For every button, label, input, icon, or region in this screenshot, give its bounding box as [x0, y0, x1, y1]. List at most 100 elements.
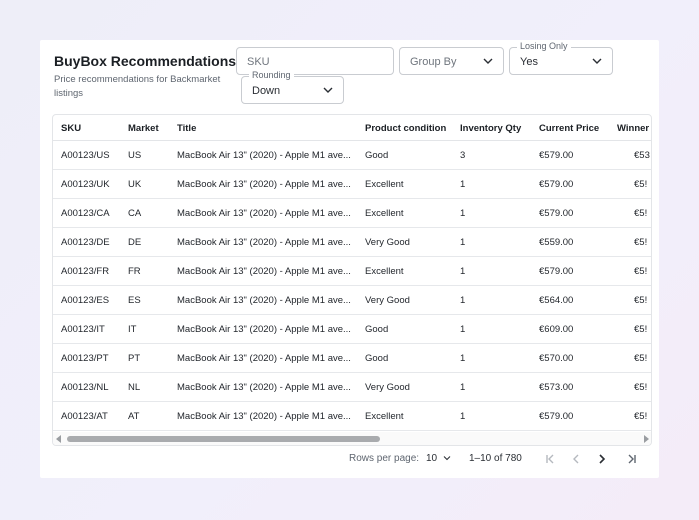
cell-winner-price: €5!: [634, 324, 648, 335]
cell-condition: Very Good: [365, 237, 410, 248]
chevron-down-icon: [483, 58, 493, 64]
table-row[interactable]: A00123/CA CA MacBook Air 13" (2020) - Appl…: [53, 199, 651, 228]
table-row[interactable]: A00123/US US MacBook Air 13" (2020) - Appl…: [53, 141, 651, 170]
rows-per-page-select[interactable]: 10: [426, 453, 451, 464]
cell-current-price: €579.00: [539, 411, 574, 422]
cell-winner-price: €5!: [634, 208, 648, 219]
cell-market: DE: [128, 237, 142, 248]
cell-sku: A00123/CA: [61, 208, 110, 219]
table-row[interactable]: A00123/DE DE MacBook Air 13" (2020) - Appl…: [53, 228, 651, 257]
table-row[interactable]: A00123/ES ES MacBook Air 13" (2020) - Appl…: [53, 286, 651, 315]
first-page-icon[interactable]: [543, 452, 557, 466]
column-header-title[interactable]: Title: [177, 123, 197, 134]
recommendations-table: SKU Market Title Product condition Inven…: [52, 114, 652, 446]
cell-market: FR: [128, 266, 141, 277]
group-by-placeholder: Group By: [410, 56, 457, 68]
column-header-condition[interactable]: Product condition: [365, 123, 447, 134]
table-row[interactable]: A00123/PT PT MacBook Air 13" (2020) - Appl…: [53, 344, 651, 373]
cell-market: ES: [128, 295, 141, 306]
cell-current-price: €609.00: [539, 324, 574, 335]
next-page-icon[interactable]: [595, 452, 609, 466]
cell-winner-price: €5!: [634, 179, 648, 190]
cell-inventory-qty: 1: [460, 179, 466, 190]
cell-title: MacBook Air 13" (2020) - Apple M1 ave...: [177, 208, 351, 219]
table-row[interactable]: A00123/FR FR MacBook Air 13" (2020) - Appl…: [53, 257, 651, 286]
rounding-select[interactable]: Rounding Down: [241, 70, 344, 104]
cell-title: MacBook Air 13" (2020) - Apple M1 ave...: [177, 353, 351, 364]
cell-inventory-qty: 1: [460, 411, 466, 422]
cell-winner-price: €5!: [634, 295, 648, 306]
sku-input-placeholder: SKU: [247, 56, 270, 68]
cell-inventory-qty: 1: [460, 382, 466, 393]
cell-market: IT: [128, 324, 137, 335]
cell-title: MacBook Air 13" (2020) - Apple M1 ave...: [177, 382, 351, 393]
cell-current-price: €579.00: [539, 208, 574, 219]
table-row[interactable]: A00123/UK UK MacBook Air 13" (2020) - Appl…: [53, 170, 651, 199]
scrollbar-thumb[interactable]: [67, 436, 380, 442]
cell-condition: Excellent: [365, 208, 404, 219]
cell-condition: Very Good: [365, 382, 410, 393]
cell-market: PT: [128, 353, 141, 364]
rows-per-page-value: 10: [426, 453, 438, 464]
column-header-current-price[interactable]: Current Price: [539, 123, 600, 134]
cell-title: MacBook Air 13" (2020) - Apple M1 ave...: [177, 237, 351, 248]
cell-current-price: €564.00: [539, 295, 574, 306]
cell-condition: Very Good: [365, 295, 410, 306]
cell-winner-price: €5!: [634, 353, 648, 364]
cell-sku: A00123/FR: [61, 266, 110, 277]
cell-current-price: €573.00: [539, 382, 574, 393]
cell-market: NL: [128, 382, 141, 393]
cell-winner-price: €5!: [634, 266, 648, 277]
table-row[interactable]: A00123/NL NL MacBook Air 13" (2020) - Appl…: [53, 373, 651, 402]
horizontal-scrollbar[interactable]: [53, 432, 651, 445]
last-page-icon[interactable]: [625, 452, 639, 466]
rounding-value: Down: [252, 85, 281, 97]
cell-condition: Good: [365, 353, 389, 364]
cell-inventory-qty: 3: [460, 150, 466, 161]
cell-condition: Excellent: [365, 411, 404, 422]
cell-market: CA: [128, 208, 142, 219]
losing-only-value: Yes: [520, 56, 538, 68]
cell-sku: A00123/AT: [61, 411, 108, 422]
column-header-market[interactable]: Market: [128, 123, 159, 134]
losing-only-label: Losing Only: [517, 41, 571, 52]
cell-winner-price: €53: [634, 150, 650, 161]
cell-winner-price: €5!: [634, 382, 648, 393]
scroll-right-icon[interactable]: [642, 435, 650, 443]
previous-page-icon[interactable]: [569, 452, 583, 466]
column-header-sku[interactable]: SKU: [61, 123, 82, 134]
cell-current-price: €559.00: [539, 237, 574, 248]
cell-title: MacBook Air 13" (2020) - Apple M1 ave...: [177, 266, 351, 277]
cell-winner-price: €5!: [634, 237, 648, 248]
cell-title: MacBook Air 13" (2020) - Apple M1 ave...: [177, 324, 351, 335]
table-row[interactable]: A00123/IT IT MacBook Air 13" (2020) - Appl…: [53, 315, 651, 344]
cell-sku: A00123/ES: [61, 295, 110, 306]
cell-condition: Good: [365, 324, 389, 335]
cell-title: MacBook Air 13" (2020) - Apple M1 ave...: [177, 411, 351, 422]
cell-market: UK: [128, 179, 142, 190]
cell-inventory-qty: 1: [460, 324, 466, 335]
cell-current-price: €579.00: [539, 150, 574, 161]
chevron-down-icon: [443, 456, 451, 461]
cell-condition: Excellent: [365, 266, 404, 277]
cell-sku: A00123/NL: [61, 382, 109, 393]
cell-sku: A00123/US: [61, 150, 110, 161]
scroll-left-icon[interactable]: [55, 435, 63, 443]
cell-title: MacBook Air 13" (2020) - Apple M1 ave...: [177, 179, 351, 190]
pagination-range: 1–10 of 780: [469, 453, 522, 464]
table-row[interactable]: A00123/AT AT MacBook Air 13" (2020) - Appl…: [53, 402, 651, 431]
losing-only-select[interactable]: Losing Only Yes: [509, 41, 613, 75]
column-header-winner-price[interactable]: Winner P: [617, 123, 651, 134]
chevron-down-icon: [323, 87, 333, 93]
cell-sku: A00123/PT: [61, 353, 109, 364]
chevron-down-icon: [592, 58, 602, 64]
cell-title: MacBook Air 13" (2020) - Apple M1 ave...: [177, 295, 351, 306]
column-header-inventory[interactable]: Inventory Qty: [460, 123, 522, 134]
cell-condition: Good: [365, 150, 389, 161]
rows-per-page-label: Rows per page:: [349, 453, 420, 464]
recommendations-card: BuyBox Recommendations Price recommendat…: [40, 40, 659, 478]
cell-sku: A00123/UK: [61, 179, 110, 190]
cell-inventory-qty: 1: [460, 295, 466, 306]
cell-condition: Excellent: [365, 179, 404, 190]
group-by-select[interactable]: Group By: [399, 47, 504, 75]
